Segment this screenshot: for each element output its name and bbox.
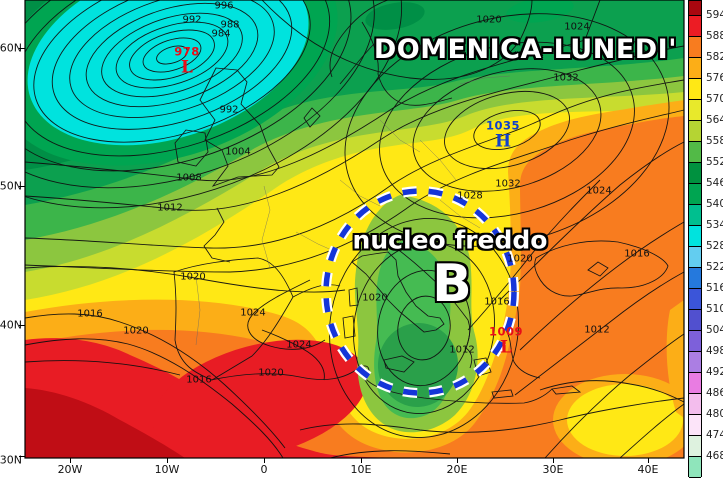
colorbar-segment [689, 394, 701, 415]
cold-core-label: nucleo freddo [352, 225, 548, 255]
colorbar-segment [689, 37, 701, 58]
cold-core-ellipse [321, 186, 519, 398]
colorbar-segment [689, 16, 701, 37]
contour-lines [25, 0, 684, 458]
colorbar-segment [689, 79, 701, 100]
colorbar-segment [689, 205, 701, 226]
colorbar-segment [689, 100, 701, 121]
map-frame [24, 0, 685, 459]
coastlines [173, 0, 669, 404]
colorbar-segment [689, 289, 701, 310]
cold-core-symbol-b: B [432, 254, 472, 314]
colorbar-segment [689, 331, 701, 352]
colorbar-segment [689, 457, 701, 478]
period-title: DOMENICA-LUNEDI' [373, 34, 677, 65]
colorbar-segment [689, 352, 701, 373]
colorbar-segment [689, 142, 701, 163]
colorbar-segment [689, 226, 701, 247]
colorbar-segments [688, 0, 702, 478]
colorbar-segment [689, 247, 701, 268]
colorbar-segment [689, 58, 701, 79]
colorbar-segment [689, 268, 701, 289]
colorbar-segment [689, 121, 701, 142]
colorbar-segment [689, 310, 701, 331]
colorbar-segment [689, 163, 701, 184]
colorbar-segment [689, 415, 701, 436]
map-fill-regions [25, 0, 684, 458]
colorbar-segment [689, 436, 701, 457]
colorbar-segment [689, 373, 701, 394]
colorbar-segment [689, 1, 701, 16]
colorbar-segment [689, 184, 701, 205]
